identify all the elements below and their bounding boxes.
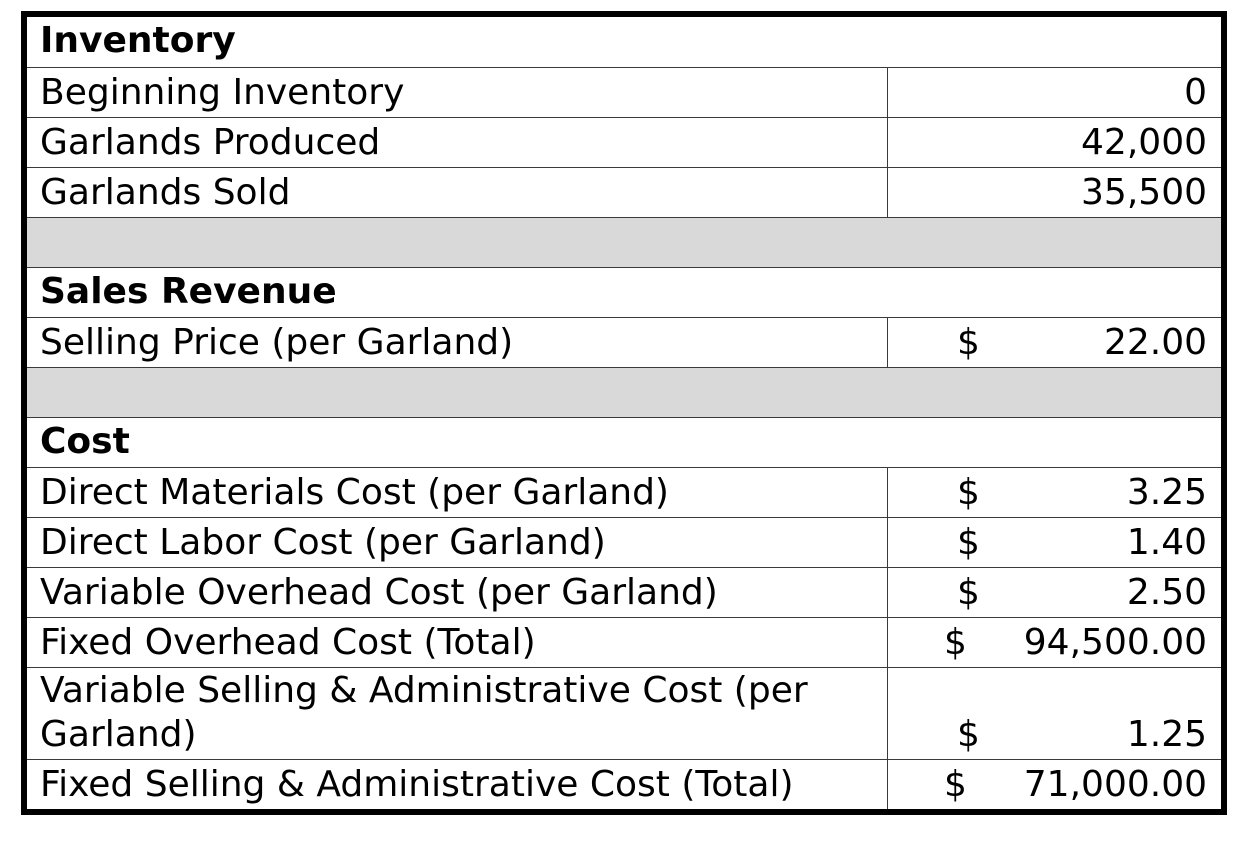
table-row: Fixed Selling & Administrative Cost (Tot… [27,759,1221,809]
table-row: Beginning Inventory 0 [27,67,1221,117]
currency-symbol: $ [957,322,980,363]
row-label: Garlands Produced [27,118,888,167]
table-row: Direct Labor Cost (per Garland) $ 1.40 [27,517,1221,567]
row-value: 35,500 [1081,172,1207,213]
currency-symbol: $ [944,622,967,663]
currency-symbol: $ [957,714,980,755]
row-value-cell: $ 1.40 [888,518,1221,567]
row-value: 0 [1184,72,1207,113]
section-title: Cost [40,421,130,462]
row-value-cell: $ 1.25 [888,668,1221,759]
section-header-sales-revenue: Sales Revenue [27,267,1221,317]
row-value: 42,000 [1081,122,1207,163]
section-header-cost: Cost [27,417,1221,467]
row-label: Beginning Inventory [27,68,888,117]
row-label: Fixed Overhead Cost (Total) [27,618,888,667]
row-label: Variable Selling & Administrative Cost (… [27,668,888,759]
table-row: Selling Price (per Garland) $ 22.00 [27,317,1221,367]
row-value: 22.00 [1103,322,1207,363]
row-value: 2.50 [1126,572,1207,613]
table-row: Garlands Produced 42,000 [27,117,1221,167]
row-value-cell: $ 3.25 [888,468,1221,517]
row-label: Selling Price (per Garland) [27,318,888,367]
spacer-row [27,367,1221,417]
currency-symbol: $ [957,572,980,613]
row-value: 3.25 [1126,472,1207,513]
row-value-cell: $ 94,500.00 [888,618,1221,667]
table-row: Variable Selling & Administrative Cost (… [27,667,1221,759]
row-label: Variable Overhead Cost (per Garland) [27,568,888,617]
table-row: Variable Overhead Cost (per Garland) $ 2… [27,567,1221,617]
table-row: Fixed Overhead Cost (Total) $ 94,500.00 [27,617,1221,667]
row-label: Garlands Sold [27,168,888,217]
section-title: Inventory [40,20,236,61]
section-header-inventory: Inventory [27,17,1221,67]
row-value-cell: $ 2.50 [888,568,1221,617]
row-value: 71,000.00 [1023,764,1207,805]
row-value: 94,500.00 [1023,622,1207,663]
row-value: 1.40 [1126,522,1207,563]
row-value: 1.25 [1126,714,1207,755]
table-row: Garlands Sold 35,500 [27,167,1221,217]
currency-symbol: $ [957,472,980,513]
row-label: Direct Labor Cost (per Garland) [27,518,888,567]
inventory-cost-table: Inventory Beginning Inventory 0 Garlands… [21,11,1227,815]
spacer-row [27,217,1221,267]
table-row: Direct Materials Cost (per Garland) $ 3.… [27,467,1221,517]
row-value-cell: $ 71,000.00 [888,760,1221,809]
row-label: Direct Materials Cost (per Garland) [27,468,888,517]
row-value-cell: $ 22.00 [888,318,1221,367]
currency-symbol: $ [944,764,967,805]
currency-symbol: $ [957,522,980,563]
row-label: Fixed Selling & Administrative Cost (Tot… [27,760,888,809]
section-title: Sales Revenue [40,271,337,312]
